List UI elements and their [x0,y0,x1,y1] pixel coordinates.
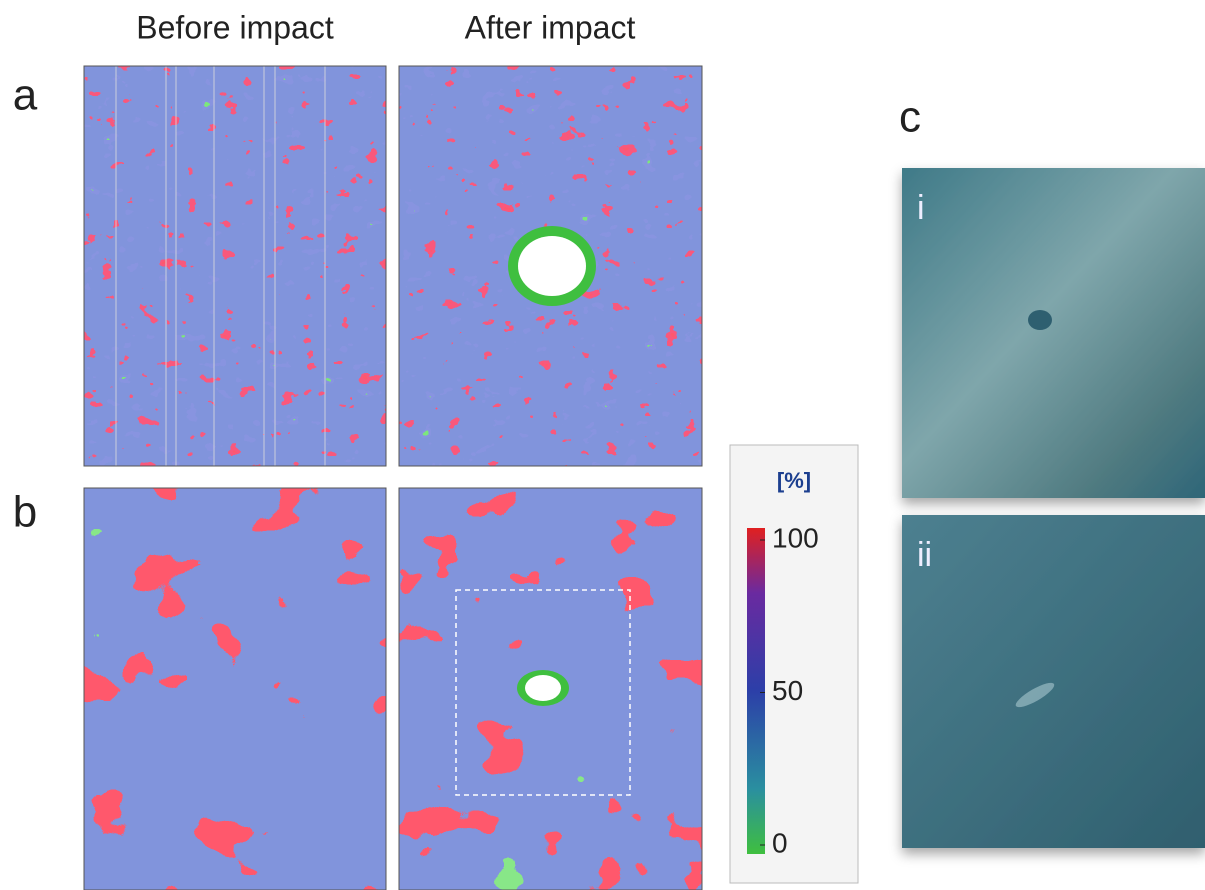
map-a-after [398,65,703,467]
colorbar-tick-label: 0 [772,827,788,858]
colorbar-unit: [%] [777,468,811,493]
panel-letter: b [13,488,37,537]
colorbar: [%] 100 50 0 [729,444,859,884]
panel-letter: c [899,93,921,142]
panel-letter: a [13,71,38,120]
map-b-after [398,487,703,890]
photo-label: i [917,189,925,227]
photo-i [902,168,1205,498]
map-b-before [83,487,387,890]
colorbar-tick-label: 100 [772,522,819,553]
photo-label: ii [917,536,932,574]
map-a-before [83,65,387,467]
photo-ii [902,515,1205,848]
column-title: After impact [465,9,636,45]
colorbar-tick-label: 50 [772,675,803,706]
column-title: Before impact [136,9,334,45]
